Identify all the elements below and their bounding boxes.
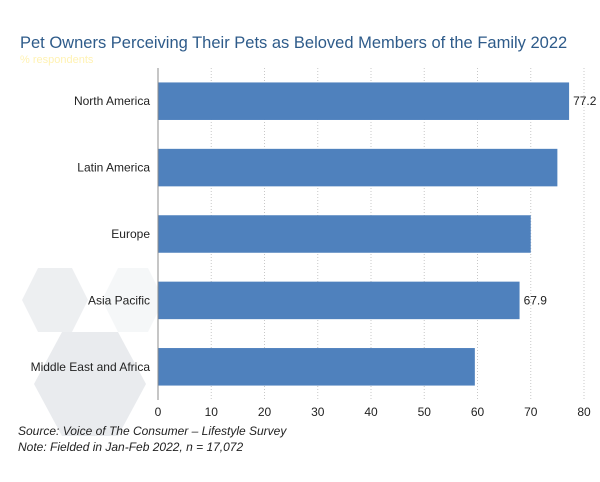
x-tick-label: 20	[258, 405, 272, 419]
category-label: North America	[74, 94, 150, 108]
category-label: Europe	[111, 227, 150, 241]
x-tick-label: 50	[418, 405, 432, 419]
bar-middle-east-and-africa	[158, 348, 475, 386]
watermark-hexagons	[22, 268, 164, 436]
category-label: Latin America	[77, 161, 150, 175]
data-label: 77.2	[573, 94, 597, 108]
x-tick-label: 60	[471, 405, 485, 419]
x-tick-label: 0	[155, 405, 162, 419]
data-labels: 77.2 67.9	[524, 94, 597, 307]
source-note: Source: Voice of The Consumer – Lifestyl…	[18, 424, 287, 438]
bar-asia-pacific	[158, 281, 520, 320]
category-label: Asia Pacific	[88, 293, 150, 307]
chart-subtitle: % respondents	[20, 54, 94, 66]
fieldwork-note: Note: Fielded in Jan-Feb 2022, n = 17,07…	[18, 440, 244, 454]
bar-latin-america	[158, 148, 558, 187]
chart-title: Pet Owners Perceiving Their Pets as Belo…	[20, 34, 568, 52]
x-tick-labels: 0 10 20 30 40 50 60 70 80	[155, 405, 591, 419]
grid-lines	[210, 68, 585, 400]
x-tick-label: 30	[311, 405, 325, 419]
bar-north-america	[158, 82, 570, 120]
x-tick-label: 40	[364, 405, 378, 419]
category-label: Middle East and Africa	[31, 360, 151, 374]
data-label: 67.9	[524, 293, 548, 307]
x-tick-label: 10	[205, 405, 219, 419]
bar-europe	[158, 215, 531, 253]
x-tick-label: 80	[577, 405, 591, 419]
bars	[158, 82, 570, 386]
x-tick-label: 70	[524, 405, 538, 419]
category-labels: North America Latin America Europe Asia Pac…	[31, 94, 151, 374]
